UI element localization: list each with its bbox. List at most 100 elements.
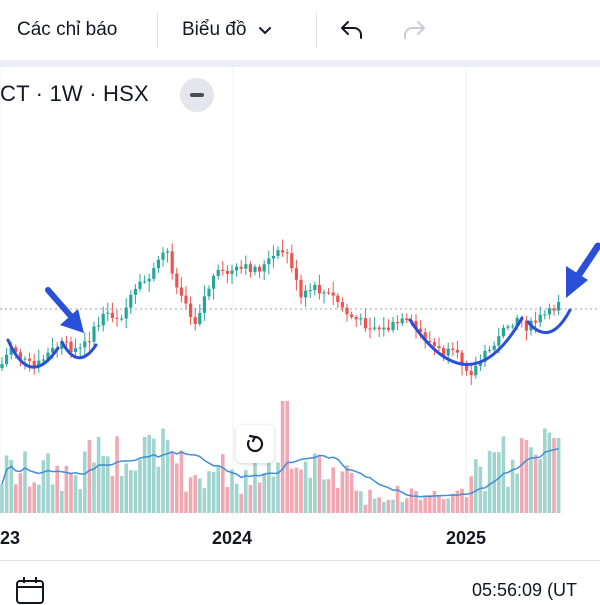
toolbar-separator-band <box>0 60 600 67</box>
candle-body <box>230 270 234 274</box>
volume-bar <box>55 465 59 513</box>
candle-body <box>239 266 243 269</box>
candle-body <box>322 292 326 294</box>
volume-bar <box>267 452 271 513</box>
volume-bar <box>198 478 202 513</box>
volume-bar <box>101 456 105 513</box>
candle-body <box>267 258 271 265</box>
candle-body <box>423 332 427 341</box>
candle-body <box>189 303 193 318</box>
volume-bar <box>262 472 266 513</box>
price-chart[interactable] <box>0 67 600 560</box>
indicators-button[interactable]: Các chỉ báo <box>17 0 157 60</box>
candle-body <box>446 348 450 356</box>
collapse-legend-button[interactable] <box>180 78 214 112</box>
candle-body <box>506 326 510 328</box>
volume-bar <box>455 490 460 513</box>
symbol-legend[interactable]: CT · 1W · HSX <box>0 81 149 106</box>
volume-bar <box>533 454 538 513</box>
candle-body <box>9 347 13 355</box>
volume-bar <box>69 472 73 513</box>
candle-body <box>0 364 4 368</box>
reset-chart-button[interactable] <box>236 425 274 463</box>
candle-body <box>248 264 252 273</box>
volume-bar <box>506 486 510 513</box>
volume-bar <box>129 470 133 513</box>
candle-body <box>64 341 68 343</box>
candle-body <box>14 347 18 353</box>
candle-body <box>271 255 275 259</box>
candle-body <box>492 345 496 350</box>
volume-bar <box>133 470 138 513</box>
volume-bar <box>446 498 450 513</box>
volume-bar <box>14 484 18 513</box>
volume-bar <box>188 477 193 513</box>
cup-arc <box>60 340 98 360</box>
candle-body <box>18 352 22 360</box>
candle-body <box>41 359 45 361</box>
candle-body <box>359 318 363 320</box>
candle-body <box>363 318 367 329</box>
volume-bar <box>244 470 248 513</box>
redo-button[interactable] <box>401 0 441 60</box>
volume-bar <box>193 475 197 513</box>
candle-body <box>543 314 547 316</box>
volume-bar <box>18 473 23 513</box>
clock-timezone[interactable]: 05:56:09 (UT <box>472 580 578 600</box>
candle-body <box>37 360 41 367</box>
volume-bar <box>336 487 340 513</box>
volume-bar <box>92 462 96 513</box>
candle-body <box>465 364 469 371</box>
candlesticks <box>0 239 561 386</box>
candle-body <box>350 314 354 318</box>
volume-bar <box>234 483 239 513</box>
volume-bar <box>515 473 519 513</box>
chart-type-button[interactable]: Biểu đồ <box>182 0 316 60</box>
volume-bar <box>418 499 423 513</box>
volume-bar <box>175 463 179 513</box>
volume-bar <box>221 454 225 513</box>
candle-body <box>258 266 262 272</box>
chart-type-label: Biểu đồ <box>182 19 247 40</box>
candle-body <box>235 266 239 271</box>
candle-body <box>138 281 142 289</box>
volume-bar <box>60 490 64 513</box>
arrow-head <box>60 309 84 333</box>
undo-button[interactable] <box>339 0 379 60</box>
candle-body <box>501 327 505 337</box>
candle-body <box>294 268 298 280</box>
candle-body <box>147 278 151 282</box>
volume-bar <box>349 473 354 513</box>
calendar-icon[interactable] <box>14 575 48 605</box>
volume-bar <box>37 484 41 513</box>
candle-body <box>524 320 528 331</box>
candle-body <box>120 318 124 320</box>
candle-body <box>262 264 266 272</box>
volume-bar <box>230 469 234 513</box>
candle-body <box>106 312 110 314</box>
volume-bar <box>331 467 335 513</box>
volume-bar <box>441 499 446 513</box>
volume-bar <box>253 462 257 513</box>
reset-icon <box>246 434 264 453</box>
candle-body <box>396 321 400 324</box>
volume-bar <box>124 463 128 513</box>
candle-body <box>345 307 349 315</box>
candle-body <box>207 288 211 297</box>
candle-body <box>133 288 137 295</box>
volume-bar <box>110 475 115 513</box>
volume-bar <box>4 455 9 513</box>
candle-body <box>152 268 156 279</box>
candle-body <box>547 308 551 315</box>
candle-body <box>92 326 96 342</box>
volume-bar <box>428 494 432 513</box>
volume-bar <box>414 491 418 513</box>
candle-body <box>69 341 73 353</box>
volume-bar <box>460 488 464 513</box>
cup-arc <box>6 338 60 369</box>
volume-bar <box>271 476 276 513</box>
volume-bar <box>377 497 381 513</box>
candle-body <box>115 317 119 319</box>
candle-body <box>32 360 36 367</box>
volume-bar <box>382 501 386 513</box>
